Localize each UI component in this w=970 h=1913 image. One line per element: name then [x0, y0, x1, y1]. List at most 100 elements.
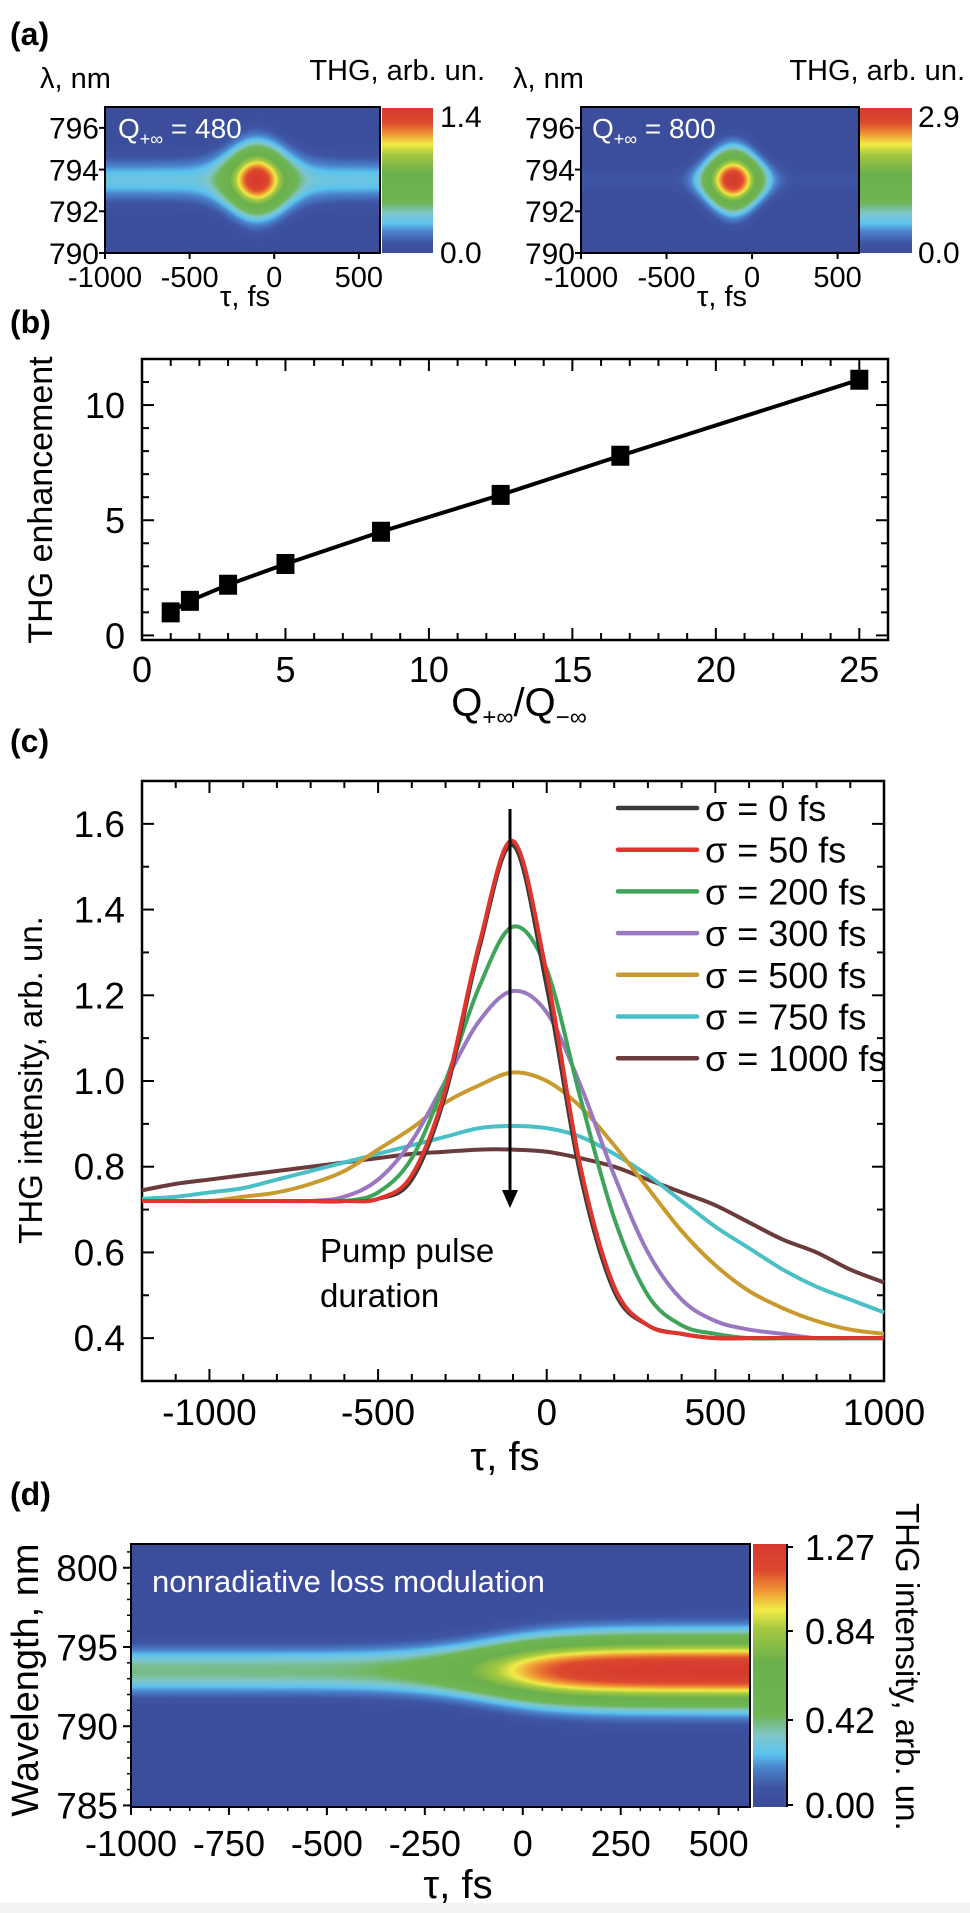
b-ytick-label: 5: [105, 500, 125, 541]
a-left-colorbar-max: 1.4: [440, 101, 482, 134]
c-series-line-6: [141, 1147, 885, 1285]
d-colorbar-tick-label: 0.00: [805, 1785, 875, 1826]
d-colorbar-tick-label: 0.84: [805, 1611, 875, 1652]
heatmap-a-left: [105, 107, 380, 253]
b-data-point: [219, 574, 238, 595]
a-right-xtick-label: 0: [744, 262, 760, 294]
a-left-ytick-label: 794: [49, 154, 99, 187]
panel-label-c: (c): [10, 723, 49, 759]
a-right-xtick-label: -500: [638, 262, 696, 294]
c-series-line-4: [142, 1070, 885, 1336]
b-xtick-label: 10: [409, 649, 449, 690]
c-annotation-line1: Pump pulse: [320, 1232, 494, 1269]
c-annotation-line2: duration: [320, 1277, 439, 1314]
a-left-ytick-label: 790: [49, 238, 99, 271]
b-xtick-label: 20: [696, 649, 736, 690]
d-annotation: nonradiative loss modulation: [152, 1564, 545, 1599]
a-right-xlabel: τ, fs: [697, 281, 747, 313]
c-series-line-1: [142, 838, 884, 1341]
b-data-point: [491, 484, 510, 505]
d-colorbar-tick-label: 0.42: [805, 1700, 875, 1741]
c-legend-label: σ = 750 fs: [705, 997, 866, 1038]
b-data-point: [180, 590, 199, 611]
panel-label-a: (a): [10, 16, 49, 52]
b-ytick-label: 10: [85, 385, 125, 426]
d-xtick-label: -500: [291, 1823, 363, 1864]
b-xlabel: Q+∞/Q−∞: [451, 681, 587, 731]
c-legend-label: σ = 200 fs: [705, 871, 866, 912]
a-right-frame: [580, 106, 860, 254]
d-xtick-label: -1000: [85, 1823, 177, 1864]
c-xtick-label: -500: [341, 1392, 415, 1433]
b-ylabel: THG enhancement: [22, 356, 60, 644]
a-left-xtick-label: -1000: [68, 262, 142, 294]
c-legend-label: σ = 0 fs: [705, 788, 826, 829]
d-ytick-label: 800: [56, 1548, 118, 1589]
pump-duration-arrow: [502, 809, 518, 1208]
d-xtick-label: 0: [513, 1823, 533, 1864]
c-series-line-5: [141, 1124, 885, 1315]
a-left-colorbar-min: 0.0: [440, 237, 482, 270]
b-xtick-label: 5: [275, 649, 295, 690]
a-right-colorbar-max: 2.9: [918, 101, 960, 134]
c-ytick-label: 0.4: [74, 1318, 125, 1359]
d-xtick-label: 500: [689, 1823, 749, 1864]
b-ytick-label: 0: [105, 615, 125, 656]
a-left-xtick-label: -500: [161, 262, 219, 294]
a-right-xtick-label: -1000: [544, 262, 618, 294]
b-xtick-label: 15: [552, 649, 592, 690]
a-right-ytick-label: 796: [525, 113, 575, 146]
c-ylabel: THG intensity, arb. un.: [12, 916, 49, 1244]
a-left-ytick-label: 792: [49, 196, 99, 229]
c-ytick-label: 1.6: [74, 804, 125, 845]
colorbar-a-left: [382, 108, 433, 253]
a-left-frame: [104, 106, 381, 254]
c-legend: σ = 0 fsσ = 50 fsσ = 200 fsσ = 300 fsσ =…: [615, 788, 886, 1079]
b-data-point: [850, 369, 869, 390]
c-xtick-label: 500: [684, 1392, 746, 1433]
a-right-ytick-label: 794: [525, 154, 575, 187]
bottom-strip: [0, 1903, 970, 1913]
a-left-xlabel: τ, fs: [220, 281, 270, 313]
b-series-line: [169, 377, 860, 615]
a-left-ytick-label: 796: [49, 113, 99, 146]
d-xlabel: τ, fs: [423, 1863, 492, 1907]
d-ytick-label: 795: [56, 1627, 118, 1668]
d-ytick-label: 790: [56, 1707, 118, 1748]
a-right-annotation: Q+∞ = 800: [592, 113, 716, 149]
a-left-colorbar-label: THG, arb. un.: [309, 55, 485, 87]
c-ytick-label: 0.6: [74, 1232, 125, 1273]
a-left-xtick-label: 0: [266, 262, 282, 294]
c-legend-label: σ = 1000 fs: [705, 1038, 886, 1079]
a-right-xtick-label: 500: [813, 262, 861, 294]
d-colorbar-label: THG intensity, arb. un.: [889, 1503, 926, 1831]
a-left-xtick-label: 500: [335, 262, 383, 294]
c-xtick-label: 0: [536, 1392, 557, 1433]
c-legend-label: σ = 500 fs: [705, 955, 866, 996]
c-legend-label: σ = 50 fs: [705, 830, 846, 871]
b-data-point: [611, 445, 630, 466]
d-xtick-label: 250: [591, 1823, 651, 1864]
c-legend-label: σ = 300 fs: [705, 913, 866, 954]
c-ytick-label: 1.4: [74, 890, 125, 931]
b-data-point: [161, 602, 180, 623]
a-right-ytick-label: 790: [525, 238, 575, 271]
a-right-colorbar-min: 0.0: [918, 237, 960, 270]
a-right-colorbar-label: THG, arb. un.: [789, 55, 965, 87]
a-left-ylabel: λ, nm: [40, 63, 111, 95]
a-left-annotation: Q+∞ = 480: [118, 113, 242, 149]
heatmap-a-right: [581, 107, 859, 253]
c-xtick-label: -1000: [162, 1392, 257, 1433]
c-xlabel: τ, fs: [470, 1435, 539, 1479]
colorbar-a-right: [860, 108, 912, 253]
c-xtick-label: 1000: [843, 1392, 925, 1433]
b-xtick-label: 25: [839, 649, 879, 690]
a-right-ylabel: λ, nm: [513, 63, 584, 95]
colorbar-d: [753, 1544, 787, 1807]
a-right-ytick-label: 792: [525, 196, 575, 229]
b-frame: [140, 357, 890, 642]
d-xtick-label: -250: [389, 1823, 461, 1864]
